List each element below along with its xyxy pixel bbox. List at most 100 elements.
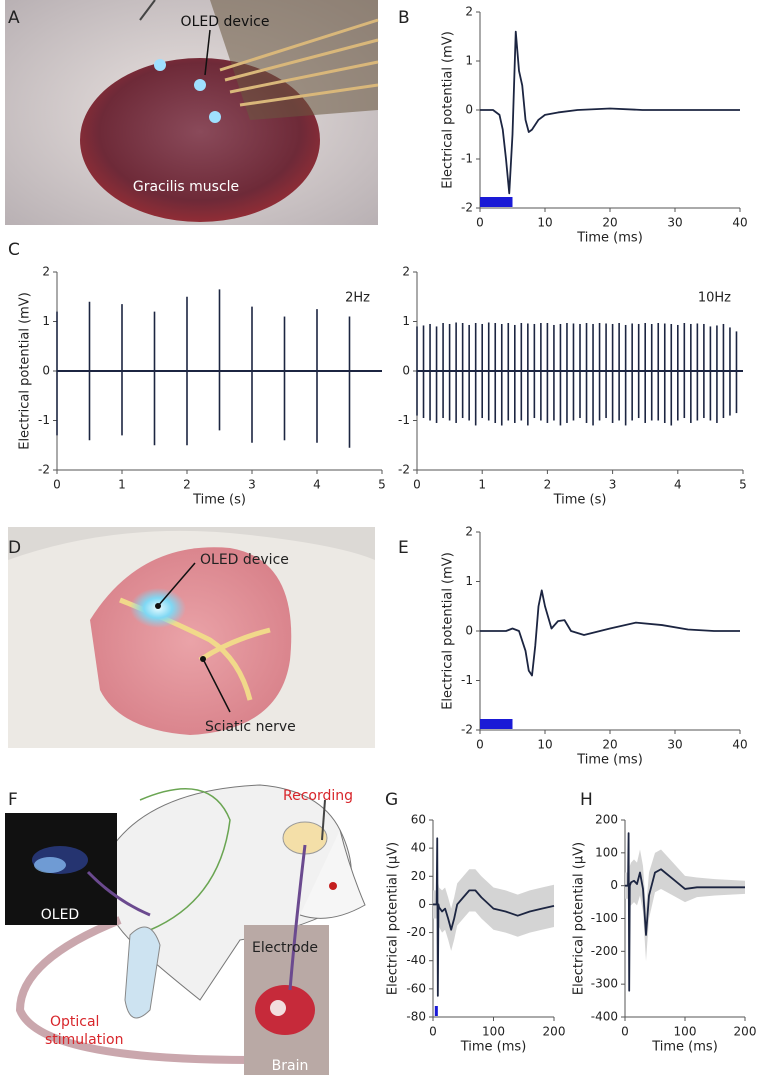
y-tick-label: -2 xyxy=(461,723,473,737)
panel-label: G xyxy=(385,790,398,810)
y-axis-label: Electrical potential (mV) xyxy=(441,552,456,710)
y-tick-label: 40 xyxy=(411,841,426,855)
annotation: 10Hz xyxy=(698,291,731,306)
x-axis-label: Time (s) xyxy=(553,493,607,508)
stimulus-bar xyxy=(480,719,513,729)
panel-label: B xyxy=(398,8,410,28)
y-tick-label: -80 xyxy=(406,1010,426,1024)
x-axis-label: Time (ms) xyxy=(576,231,643,246)
panel-label: D xyxy=(8,538,21,558)
y-tick-label: 60 xyxy=(411,813,426,827)
y-tick-label: 1 xyxy=(465,54,473,68)
x-tick-label: 2 xyxy=(183,478,191,492)
y-axis-label: Electrical potential (μV) xyxy=(572,842,587,995)
stimulus-bar xyxy=(434,1006,438,1016)
trace xyxy=(480,589,740,677)
x-tick-label: 10 xyxy=(537,216,552,230)
y-tick-label: 2 xyxy=(465,5,473,19)
y-tick-label: 0 xyxy=(610,878,618,892)
x-tick-label: 3 xyxy=(248,478,256,492)
x-tick-label: 30 xyxy=(667,738,682,752)
photo-label: Gracilis muscle xyxy=(133,179,239,195)
x-tick-label: 0 xyxy=(53,478,61,492)
y-tick-label: 1 xyxy=(402,314,410,328)
annotation: 2Hz xyxy=(345,291,370,306)
y-tick-label: -100 xyxy=(591,911,618,925)
y-axis-label: Electrical potential (mV) xyxy=(441,31,456,189)
trace xyxy=(625,832,745,992)
y-tick-label: -1 xyxy=(461,152,473,166)
error-band xyxy=(625,829,745,998)
photo-d: OLED device Sciatic nerve xyxy=(8,527,375,748)
x-tick-label: 4 xyxy=(313,478,321,492)
x-tick-label: 1 xyxy=(478,478,486,492)
x-tick-label: 0 xyxy=(621,1025,629,1039)
y-tick-label: -20 xyxy=(406,925,426,939)
y-tick-label: -1 xyxy=(461,673,473,687)
error-band xyxy=(433,834,554,1010)
x-tick-label: 2 xyxy=(544,478,552,492)
y-tick-label: 0 xyxy=(42,364,50,378)
x-tick-label: 40 xyxy=(732,216,747,230)
illustration-label: Electrode xyxy=(252,940,318,956)
illustration-label: Optical xyxy=(50,1014,99,1030)
photo-label: Sciatic nerve xyxy=(205,719,296,735)
y-tick-label: 2 xyxy=(42,265,50,279)
x-tick-label: 3 xyxy=(609,478,617,492)
illustration-label: Brain xyxy=(272,1058,309,1074)
y-tick-label: 0 xyxy=(465,103,473,117)
illustration-label: OLED xyxy=(41,907,79,923)
illustration-f: Recording OLED Optical stimulation Elect… xyxy=(5,784,366,1075)
x-tick-label: 200 xyxy=(734,1025,757,1039)
x-tick-label: 30 xyxy=(667,216,682,230)
x-tick-label: 0 xyxy=(476,738,484,752)
x-tick-label: 20 xyxy=(602,216,617,230)
y-tick-label: -2 xyxy=(38,463,50,477)
trace xyxy=(480,30,740,195)
y-tick-label: 0 xyxy=(418,897,426,911)
y-tick-label: -1 xyxy=(398,413,410,427)
x-tick-label: 10 xyxy=(537,738,552,752)
x-axis-label: Time (ms) xyxy=(651,1040,718,1055)
y-tick-label: 100 xyxy=(595,845,618,859)
panel-label: H xyxy=(580,790,593,810)
y-tick-label: 2 xyxy=(402,265,410,279)
y-tick-label: -2 xyxy=(398,463,410,477)
photo-label: OLED device xyxy=(181,14,270,30)
y-tick-label: 1 xyxy=(42,314,50,328)
x-tick-label: 40 xyxy=(732,738,747,752)
illustration-label: stimulation xyxy=(45,1032,123,1048)
y-axis-label: Electrical potential (mV) xyxy=(18,292,33,450)
y-tick-label: 2 xyxy=(465,525,473,539)
panel-label: F xyxy=(8,790,18,810)
panel-label: C xyxy=(8,240,20,260)
y-tick-label: 1 xyxy=(465,574,473,588)
x-tick-label: 0 xyxy=(413,478,421,492)
y-tick-label: -1 xyxy=(38,413,50,427)
y-tick-label: -400 xyxy=(591,1010,618,1024)
photo-a: OLED device Gracilis muscle xyxy=(5,0,379,225)
y-tick-label: 0 xyxy=(402,364,410,378)
x-tick-label: 0 xyxy=(429,1025,437,1039)
x-axis-label: Time (ms) xyxy=(460,1040,527,1055)
x-axis-label: Time (s) xyxy=(192,493,246,508)
y-tick-label: -40 xyxy=(406,953,426,967)
trace xyxy=(433,837,555,997)
x-tick-label: 100 xyxy=(482,1025,505,1039)
x-axis-label: Time (ms) xyxy=(576,753,643,768)
x-tick-label: 5 xyxy=(378,478,386,492)
y-tick-label: 200 xyxy=(595,813,618,827)
panel-label: A xyxy=(8,8,20,28)
y-tick-label: -300 xyxy=(591,977,618,991)
illustration-label: Recording xyxy=(283,788,353,804)
y-axis-label: Electrical potential (μV) xyxy=(386,842,401,995)
y-tick-label: -60 xyxy=(406,981,426,995)
y-tick-label: -2 xyxy=(461,201,473,215)
y-tick-label: -200 xyxy=(591,944,618,958)
x-tick-label: 20 xyxy=(602,738,617,752)
x-tick-label: 1 xyxy=(118,478,126,492)
stimulus-bar xyxy=(480,197,513,207)
y-tick-label: 20 xyxy=(411,869,426,883)
photo-label: OLED device xyxy=(200,552,289,568)
y-tick-label: 0 xyxy=(465,624,473,638)
